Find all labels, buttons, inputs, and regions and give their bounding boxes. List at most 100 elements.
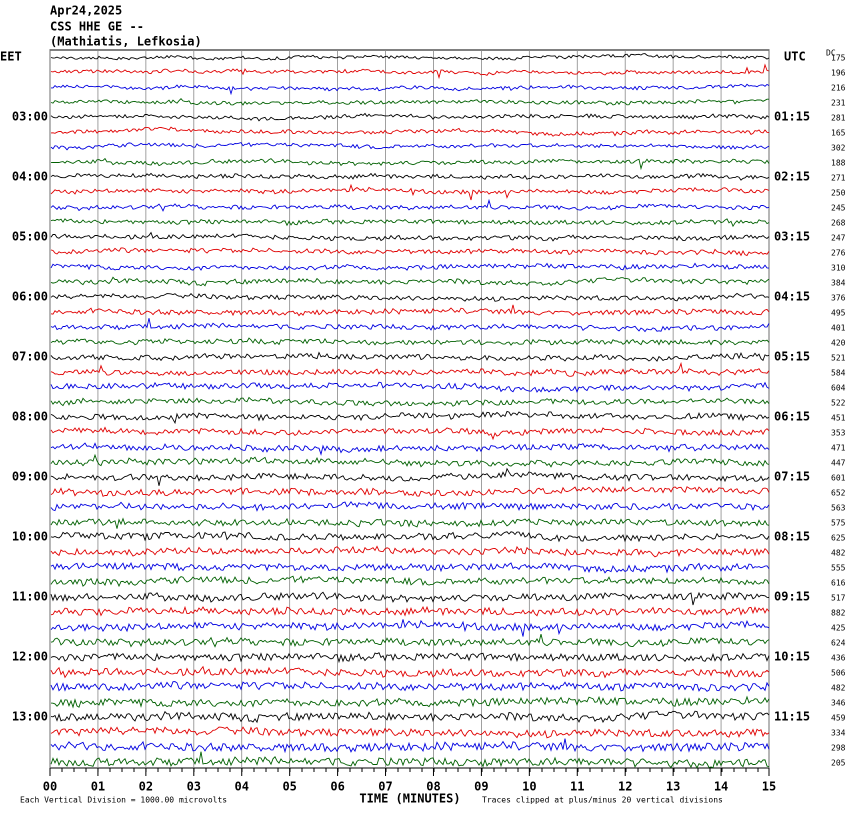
trace (50, 652, 770, 664)
trace (50, 426, 770, 441)
trace (50, 231, 770, 242)
left-time-label: 04:00 (12, 170, 48, 184)
trace (50, 262, 770, 271)
dc-value: 310 (831, 264, 846, 273)
dc-value: 584 (831, 369, 846, 378)
footer-note: Traces clipped at plus/minus 20 vertical… (482, 796, 723, 805)
right-time-label: 07:15 (774, 470, 810, 484)
x-tick-label: 09 (474, 780, 488, 794)
dc-value: 271 (831, 174, 846, 183)
x-tick-label: 15 (762, 780, 776, 794)
x-tick-label: 06 (330, 780, 344, 794)
dc-value: 521 (831, 354, 846, 363)
trace (50, 183, 770, 201)
trace (50, 710, 770, 724)
dc-value: 506 (831, 669, 846, 678)
right-time-label: 01:15 (774, 110, 810, 124)
right-time-label: 06:15 (774, 410, 810, 424)
trace (50, 633, 770, 648)
dc-value: 459 (831, 714, 846, 723)
trace (50, 381, 770, 393)
trace (50, 98, 769, 106)
trace (50, 738, 770, 754)
dc-value: 451 (831, 414, 846, 423)
trace (50, 361, 770, 377)
right-time-label: 04:15 (774, 290, 810, 304)
dc-value: 276 (831, 249, 846, 258)
dc-value: 882 (831, 609, 846, 618)
left-time-label: 07:00 (12, 350, 48, 364)
x-tick-label: 14 (714, 780, 728, 794)
trace (50, 218, 770, 228)
dc-value: 231 (831, 99, 846, 108)
x-tick-label: 07 (378, 780, 392, 794)
trace (50, 561, 770, 574)
dc-value: 247 (831, 234, 846, 243)
trace (50, 53, 770, 61)
right-time-label: 09:15 (774, 590, 810, 604)
dc-value: 346 (831, 699, 846, 708)
x-tick-label: 12 (618, 780, 632, 794)
dc-value: 420 (831, 339, 846, 348)
dc-value: 652 (831, 489, 846, 498)
trace (50, 467, 770, 486)
trace (50, 410, 770, 425)
dc-value: 482 (831, 684, 846, 693)
left-time-label: 12:00 (12, 650, 48, 664)
trace (50, 681, 770, 692)
x-tick-label: 04 (235, 780, 249, 794)
plot-frame (49, 49, 770, 769)
left-axis-label: EET (0, 50, 22, 64)
dc-value: 384 (831, 279, 846, 288)
right-time-label: 05:15 (774, 350, 810, 364)
left-time-label: 06:00 (12, 290, 48, 304)
trace (50, 726, 770, 739)
dc-value: 302 (831, 144, 846, 153)
right-axis-label: UTC (784, 50, 806, 64)
dc-value: 281 (831, 114, 846, 123)
dc-value: 616 (831, 579, 846, 588)
trace (50, 337, 770, 346)
dc-value: 188 (831, 159, 846, 168)
trace (50, 517, 770, 529)
dc-value: 216 (831, 84, 846, 93)
right-time-label: 10:15 (774, 650, 810, 664)
dc-value: 245 (831, 204, 846, 213)
trace (50, 605, 770, 617)
dc-label: DC (826, 49, 836, 58)
dc-value: 353 (831, 429, 846, 438)
dc-value: 205 (831, 759, 846, 768)
dc-value: 522 (831, 399, 846, 408)
x-tick-label: 10 (522, 780, 536, 794)
left-time-label: 08:00 (12, 410, 48, 424)
trace (50, 665, 770, 679)
left-time-label: 05:00 (12, 230, 48, 244)
left-time-label: 11:00 (12, 590, 48, 604)
trace (50, 531, 770, 543)
dc-value: 601 (831, 474, 846, 483)
dc-value: 563 (831, 504, 846, 513)
right-time-label: 08:15 (774, 530, 810, 544)
x-tick-label: 03 (187, 780, 201, 794)
dc-value: 298 (831, 744, 846, 753)
trace (50, 575, 770, 588)
dc-value: 268 (831, 219, 846, 228)
dc-value: 334 (831, 729, 846, 738)
dc-value: 517 (831, 594, 846, 603)
left-time-label: 09:00 (12, 470, 48, 484)
trace (50, 485, 770, 497)
trace (50, 500, 770, 512)
dc-value: 436 (831, 654, 846, 663)
dc-value: 555 (831, 564, 846, 573)
right-time-label: 03:15 (774, 230, 810, 244)
trace (50, 318, 770, 333)
x-axis-label: TIME (MINUTES) (359, 792, 460, 806)
trace (50, 304, 770, 317)
x-tick-label: 01 (91, 780, 105, 794)
trace (50, 619, 770, 637)
trace (50, 142, 770, 151)
x-tick-label: 05 (282, 780, 296, 794)
dc-value: 624 (831, 639, 846, 648)
trace (50, 751, 770, 769)
trace (50, 351, 770, 362)
